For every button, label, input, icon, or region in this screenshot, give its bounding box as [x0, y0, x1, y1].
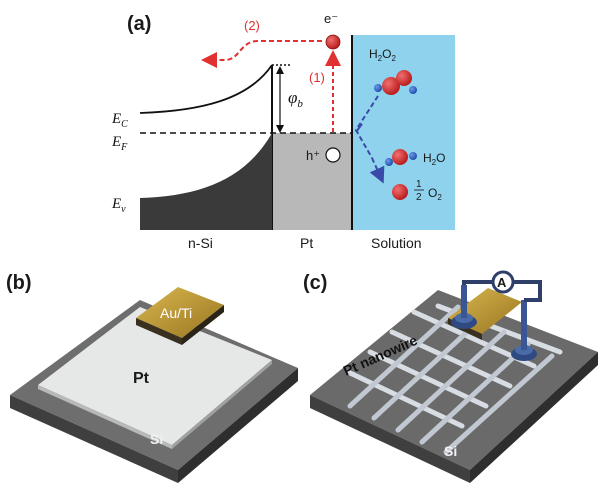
ammeter-label: A: [497, 275, 507, 290]
si-substrate-front-c: [310, 395, 470, 483]
panel-c-nanowire-device: (c): [303, 270, 598, 483]
panel-b-planar-device: (b) Au/Ti Pt Si: [6, 272, 298, 483]
svg-text:2: 2: [416, 192, 422, 203]
step-2-label: (2): [244, 18, 260, 33]
panel-c-label: (c): [303, 272, 327, 294]
electron-circle: [325, 34, 341, 50]
region-nsi-label: n-Si: [188, 235, 213, 251]
si-label-c: Si: [444, 443, 457, 459]
o2-molecule-icon: [392, 184, 408, 200]
h2o2-molecule-icon: [374, 70, 417, 95]
svg-text:1: 1: [416, 179, 422, 190]
ec-label: EC: [111, 111, 128, 130]
reduction-arrow-out: [369, 157, 385, 184]
circuit-wire: [462, 280, 542, 302]
panel-a-band-diagram: (a) EC EF Ev φb e⁻ h⁺ (1) (2): [111, 11, 455, 251]
pt-region: [272, 133, 352, 230]
pt-film-label: Pt: [133, 370, 150, 387]
hole-circle: [325, 147, 341, 163]
probe-right: [511, 300, 537, 361]
h2o-label: H2O: [423, 151, 445, 167]
si-substrate-front: [10, 395, 178, 483]
ammeter-icon: [491, 270, 515, 294]
transfer-arrow-2: [201, 40, 322, 68]
barrier-phi-label: φb: [288, 88, 303, 110]
ev-label: Ev: [111, 196, 126, 215]
conduction-band-curve: [139, 64, 273, 114]
h2o-molecule-icon: [385, 149, 417, 166]
svg-text:O2: O2: [428, 186, 442, 202]
region-pt-label: Pt: [300, 235, 313, 251]
hole-label: h⁺: [306, 148, 320, 163]
half-o2-label: 1 2 O2: [414, 179, 442, 203]
au-ti-label: Au/Ti: [160, 305, 192, 321]
si-substrate-side-c: [470, 352, 598, 483]
panel-b-label: (b): [6, 272, 32, 294]
ef-label: EF: [111, 134, 128, 153]
h2o2-label: H2O2: [369, 47, 396, 63]
panel-a-label: (a): [127, 13, 151, 35]
si-substrate-side: [178, 368, 298, 483]
electron-label: e⁻: [324, 11, 338, 26]
step-1-label: (1): [309, 70, 325, 85]
si-label-b: Si: [150, 431, 163, 447]
pt-film: [38, 307, 272, 445]
reduction-arrow-in: [354, 95, 379, 159]
probe-left: [451, 285, 477, 329]
valence-band-fill: [140, 133, 272, 230]
region-solution-label: Solution: [371, 235, 422, 251]
au-ti-contact: [136, 287, 224, 338]
